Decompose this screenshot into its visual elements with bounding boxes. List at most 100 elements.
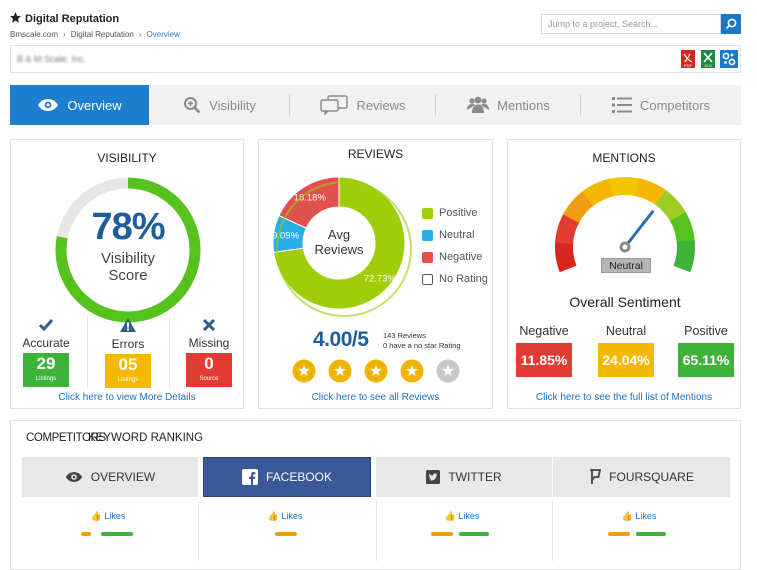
legend-no-rating[interactable]: No Rating	[422, 273, 488, 285]
stat-value-box: 0 Source	[186, 353, 232, 387]
tab-label: FOURSQUARE	[609, 470, 694, 484]
settings-icon[interactable]	[720, 50, 738, 68]
star-filled-icon	[328, 359, 352, 383]
likes-label: Likes	[458, 511, 480, 521]
header: Digital Reputation Bmscale.com › Digital R…	[0, 0, 757, 42]
stat-sub: Source	[199, 376, 219, 382]
breadcrumb-item-home[interactable]: Bmscale.com	[10, 30, 59, 39]
thumbs-up-icon: 👍	[90, 511, 102, 521]
likes-link[interactable]: 👍 Likes	[68, 511, 148, 522]
stat-value: 0	[204, 354, 214, 373]
gauge-segment	[655, 190, 687, 223]
stat-missing[interactable]: Missing 0 Source	[178, 318, 240, 387]
center-label-line: Avg	[327, 227, 351, 242]
stat-sub: Listings	[35, 376, 57, 382]
search-input[interactable]: Jump to a project, Search...	[541, 14, 721, 34]
gauge-segment	[582, 178, 616, 206]
tab-mentions[interactable]: Mentions	[436, 85, 581, 125]
see-reviews-link[interactable]: Click here to see all Reviews	[311, 392, 440, 403]
star-rating	[292, 359, 462, 383]
tab-facebook[interactable]: FACEBOOK	[203, 457, 371, 497]
visibility-card: VISIBILITY 78% Visibility Score Accurate…	[10, 139, 244, 409]
sentiment-neutral[interactable]: Neutral 24.04%	[594, 324, 658, 377]
competitors-panel: COMPETITORS KEYWORD RANKING OVERVIEW FAC…	[10, 420, 741, 570]
foursquare-icon	[590, 469, 602, 484]
gauge-segment	[563, 190, 595, 223]
no-star-count: 0 have a no star Rating	[383, 341, 461, 350]
reviews-card: REVIEWS 72.73% 9.09% 18.18% Avg Reviews Po…	[258, 139, 493, 409]
stat-value: 29	[36, 354, 56, 373]
divider	[198, 501, 199, 561]
stat-accurate[interactable]: Accurate 29 Listings	[15, 318, 77, 387]
legend-negative[interactable]: Negative	[422, 251, 482, 263]
tab-label: FACEBOOK	[265, 470, 333, 484]
thumbs-up-icon: 👍	[267, 511, 279, 521]
sentiment-negative[interactable]: Negative 11.85%	[512, 324, 576, 377]
donut-center-label: Avg Reviews	[293, 227, 385, 257]
sentiment-positive[interactable]: Positive 65.11%	[674, 324, 738, 377]
client-bar: B & M Scale, Inc. PDF XLS	[10, 45, 741, 73]
breadcrumb-item-section[interactable]: Digital Reputation	[70, 30, 134, 39]
metric-bar	[101, 532, 133, 536]
gauge-label: Neutral	[601, 258, 651, 273]
legend-label: Positive	[439, 207, 478, 219]
donut-slice-label: 72.73%	[364, 273, 397, 284]
tab-social-overview[interactable]: OVERVIEW	[22, 457, 198, 497]
metric-bar	[275, 532, 297, 536]
tab-overview[interactable]: Overview	[10, 85, 149, 125]
thumbs-up-icon: 👍	[621, 511, 633, 521]
eye-icon	[65, 472, 82, 482]
stat-errors[interactable]: Errors 05 Listings	[97, 318, 159, 388]
facebook-icon	[241, 469, 258, 485]
breadcrumb-item-current: Overview	[146, 30, 180, 39]
legend-neutral[interactable]: Neutral	[422, 229, 474, 241]
tab-competitors[interactable]: Competitors	[581, 85, 741, 125]
thumbs-up-icon: 👍	[444, 511, 456, 521]
see-mentions-link[interactable]: Click here to see the full list of Menti…	[535, 392, 713, 403]
close-icon	[202, 318, 216, 332]
tab-reviews[interactable]: Reviews	[290, 85, 436, 125]
tab-label: Visibility	[209, 97, 256, 113]
star-icon[interactable]	[9, 11, 22, 24]
panel-title: COMPETITORS KEYWORD RANKING	[26, 432, 203, 444]
sentiment-label: Negative	[519, 324, 569, 338]
card-title: VISIBILITY	[97, 151, 157, 165]
metric-bar	[431, 532, 453, 536]
breadcrumb: Bmscale.com › Digital Reputation › Overview	[10, 30, 180, 39]
tab-twitter[interactable]: TWITTER	[376, 457, 552, 497]
smile-icon	[422, 207, 433, 219]
mentions-card: MENTIONS Neutral Overall Sentiment Negat…	[507, 139, 741, 409]
tab-label: OVERVIEW	[90, 470, 156, 484]
star-outline-icon	[422, 273, 433, 285]
legend-positive[interactable]: Positive	[422, 207, 478, 219]
view-details-link[interactable]: Click here to view More Details	[58, 392, 196, 403]
star-empty-icon	[436, 359, 460, 383]
tab-label: Mentions	[497, 97, 550, 113]
review-count: 143 Reviews	[383, 331, 426, 340]
client-name: B & M Scale, Inc.	[17, 54, 87, 64]
gauge-hub-center	[622, 244, 628, 250]
gauge-needle	[623, 209, 655, 248]
likes-link[interactable]: 👍 Likes	[245, 511, 325, 522]
xls-export-icon[interactable]: XLS	[700, 50, 716, 68]
sentiment-gauge	[555, 177, 695, 273]
tab-foursquare[interactable]: FOURSQUARE	[553, 457, 730, 497]
legend-label: Neutral	[439, 229, 475, 241]
donut-slice-negative[interactable]	[278, 176, 340, 229]
zoom-in-icon	[184, 97, 201, 114]
chevron-right-icon: ›	[63, 30, 66, 39]
stat-value-box: 05 Listings	[105, 354, 151, 388]
search-button[interactable]	[721, 14, 741, 34]
likes-link[interactable]: 👍 Likes	[599, 511, 679, 522]
sad-face-icon	[422, 251, 433, 263]
metric-bar	[636, 532, 666, 536]
pdf-export-icon[interactable]: PDF	[680, 50, 696, 68]
tab-visibility[interactable]: Visibility	[149, 85, 290, 125]
metric-bar	[81, 532, 91, 536]
likes-link[interactable]: 👍 Likes	[422, 511, 502, 522]
divider	[289, 94, 290, 116]
gauge-segment	[608, 177, 642, 197]
likes-label: Likes	[281, 511, 303, 521]
gauge-segment	[673, 240, 695, 273]
divider	[87, 316, 88, 388]
